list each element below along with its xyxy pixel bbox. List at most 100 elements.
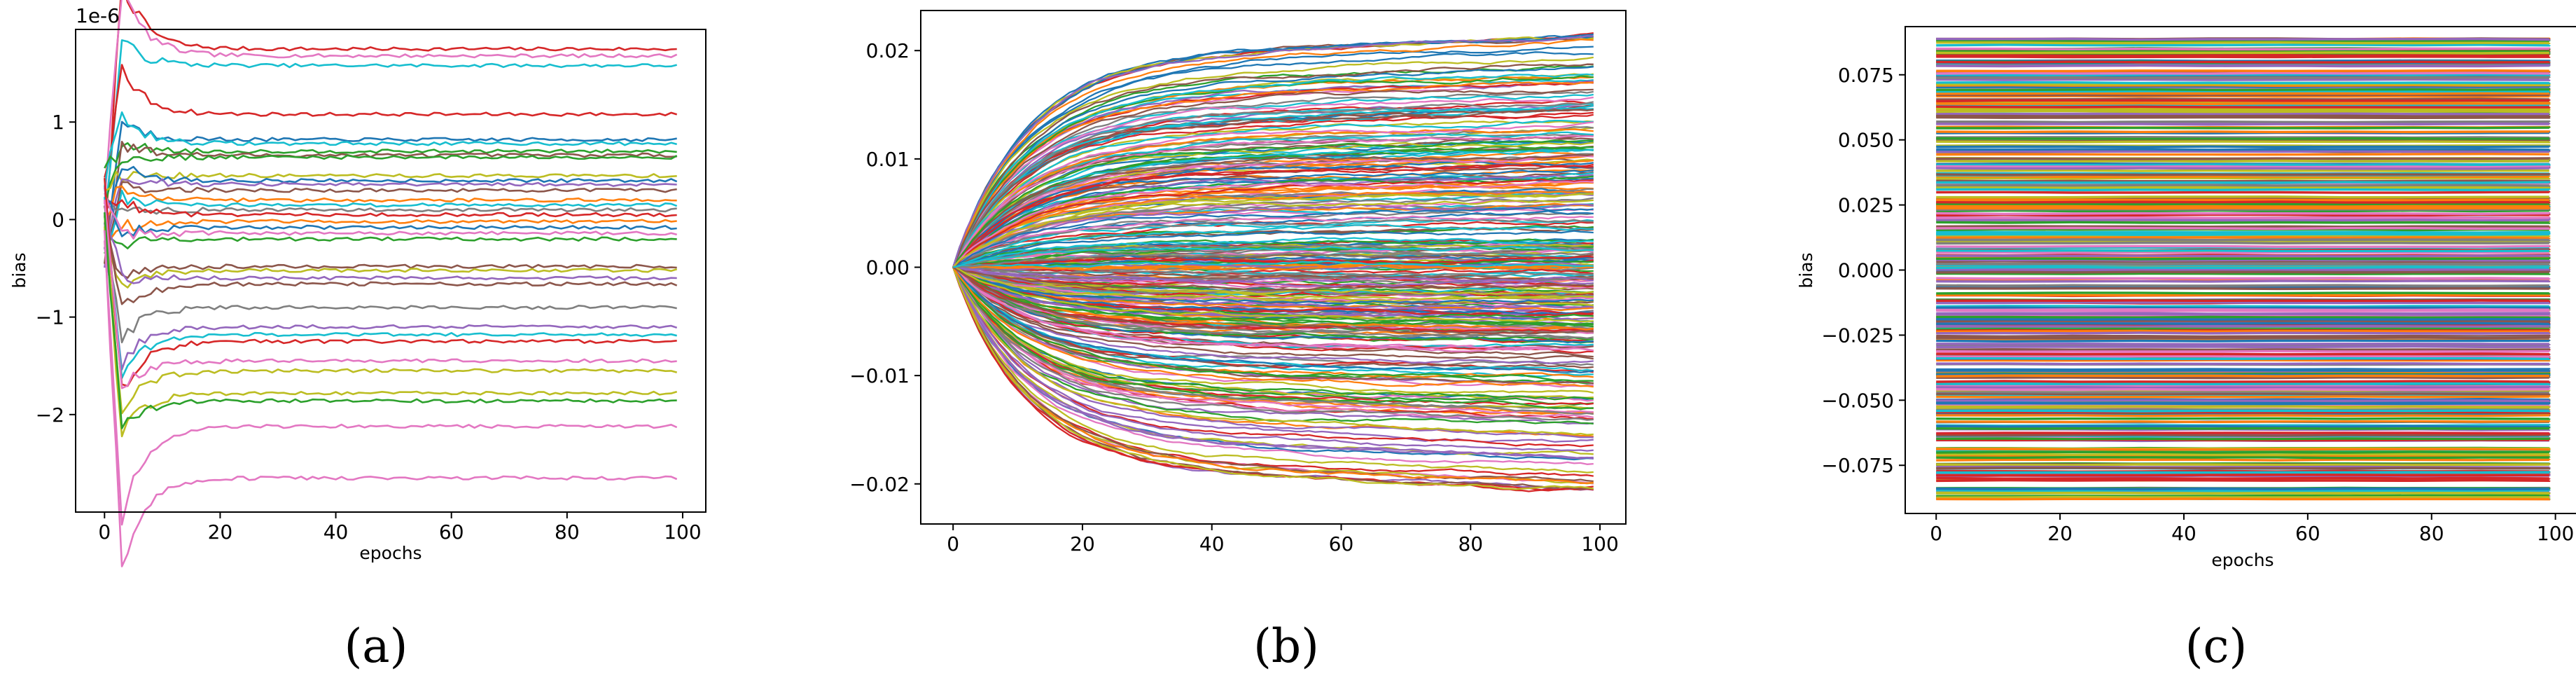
panel-c-series-line bbox=[1936, 47, 2551, 50]
panel-a-series-line bbox=[104, 186, 677, 284]
panel-a-series-line bbox=[104, 236, 677, 254]
panel-c-series-line bbox=[1936, 388, 2551, 392]
panel-c-series-line bbox=[1936, 343, 2551, 346]
panel-b-axes: 0 20 40 60 80 100 −0.02 −0.01 0.00 0.01 0.02 bbox=[849, 39, 1619, 556]
panel-c-series-line bbox=[1936, 191, 2551, 194]
panel-b-caption: (b) bbox=[1253, 619, 1319, 673]
panel-b-series-line bbox=[952, 51, 1594, 268]
panel-b-y-tick-label: −0.01 bbox=[849, 364, 910, 387]
panel-a-series-line bbox=[104, 0, 678, 205]
panel-c-series-line bbox=[1936, 148, 2551, 151]
panel-a-series-line bbox=[104, 189, 678, 250]
panel-c-series-line bbox=[1936, 64, 2551, 68]
panel-c-series-line bbox=[1936, 414, 2551, 418]
panel-a-x-tick-label: 100 bbox=[664, 520, 701, 544]
panel-c-series-line bbox=[1936, 257, 2551, 261]
panel-b-series-line bbox=[952, 215, 1594, 268]
panel-a-series-line bbox=[104, 165, 678, 224]
panel-c-series-line bbox=[1936, 359, 2551, 362]
panel-c-series-line bbox=[1936, 294, 2551, 297]
panel-c-series-line bbox=[1936, 489, 2551, 492]
panel-c-series-line bbox=[1936, 317, 2551, 322]
panel-b-series-line bbox=[952, 266, 1594, 326]
panel-b-series-line bbox=[952, 199, 1594, 268]
panel-b-series-line bbox=[952, 260, 1594, 268]
panel-a-x-axis-label: epochs bbox=[359, 543, 422, 563]
panel-c-series-line bbox=[1936, 409, 2551, 413]
panel-b-series-line bbox=[952, 171, 1594, 268]
panel-b-series-line bbox=[952, 169, 1594, 268]
panel-b-series-line bbox=[952, 238, 1594, 268]
panel-b-series-line bbox=[952, 266, 1594, 401]
panel-c-series-line bbox=[1936, 123, 2551, 126]
panel-b-series-line bbox=[952, 88, 1594, 268]
panel-c-y-tick-label: 0.075 bbox=[1838, 64, 1894, 87]
panel-c-series-line bbox=[1936, 202, 2551, 206]
panel-b-series-line bbox=[952, 223, 1594, 268]
panel-b-series-line bbox=[953, 251, 1594, 268]
panel-b-series-line bbox=[952, 151, 1594, 268]
panel-b-series-line bbox=[952, 39, 1594, 268]
panel-c-series-line bbox=[1936, 205, 2549, 208]
panel-b-series-line bbox=[952, 248, 1594, 268]
panel-b-series-line bbox=[952, 101, 1594, 268]
panel-b-series-line bbox=[953, 266, 1594, 284]
panel-b-series-line bbox=[952, 139, 1594, 268]
panel-b-series-line bbox=[952, 267, 1594, 436]
panel-b-series-line bbox=[952, 81, 1594, 268]
panel-b-series-line bbox=[952, 266, 1594, 335]
panel-c-series-line bbox=[1936, 83, 2551, 86]
panel-a-x-tick-label: 0 bbox=[98, 520, 111, 544]
panel-b-series-line bbox=[952, 56, 1594, 268]
panel-b-series-line bbox=[952, 266, 1594, 415]
panel-b-series-line bbox=[952, 245, 1594, 268]
panel-c-series-line bbox=[1936, 71, 2551, 75]
panel-c-series-line bbox=[1936, 487, 2549, 491]
panel-c-series-line bbox=[1936, 92, 2549, 95]
panel-b-series-line bbox=[953, 266, 1594, 275]
panel-c-series-line bbox=[1936, 395, 2551, 399]
panel-c-series-line bbox=[1936, 150, 2551, 153]
panel-a-series-line bbox=[104, 185, 677, 223]
panel-a-series-line bbox=[104, 205, 678, 305]
panel-a-y-axis-label: bias bbox=[9, 252, 29, 288]
panel-a-series-line bbox=[104, 193, 678, 240]
panel-c-series-line bbox=[1936, 386, 2551, 389]
panel-b-series-line bbox=[952, 197, 1594, 268]
panel-b-series-line bbox=[952, 207, 1594, 268]
panel-a-series-line bbox=[104, 230, 678, 567]
panel-c-series-line bbox=[1936, 126, 2551, 130]
panel-b-series-line bbox=[952, 266, 1594, 334]
panel-b-series-line bbox=[952, 267, 1594, 474]
panel-b-series-line bbox=[952, 267, 1594, 485]
panel-c-series-line bbox=[1936, 417, 2551, 420]
panel-b-series-line bbox=[952, 266, 1594, 421]
panel-a-series-line bbox=[104, 120, 677, 249]
panel-b-series-line bbox=[952, 266, 1594, 316]
panel-b-series-line bbox=[952, 266, 1594, 340]
panel-c-series-line bbox=[1936, 494, 2549, 497]
panel-c-series-line bbox=[1936, 491, 2551, 495]
panel-c-series-line bbox=[1936, 434, 2551, 437]
panel-b-series-line bbox=[953, 263, 1594, 271]
panel-c-series-line bbox=[1936, 368, 2551, 372]
panel-b-series-line bbox=[952, 179, 1594, 268]
panel-c-series-line bbox=[1936, 453, 2551, 456]
panel-c-series-line bbox=[1936, 184, 2551, 187]
panel-b-series-line bbox=[952, 93, 1594, 268]
panel-a-x-tick-label: 40 bbox=[323, 520, 349, 544]
panel-c-series-line bbox=[1936, 329, 2551, 333]
panel-b-series-line bbox=[952, 180, 1594, 268]
panel-a-series-line bbox=[104, 181, 677, 264]
panel-c-series-line bbox=[1936, 109, 2551, 113]
panel-c-series-line bbox=[1936, 221, 2551, 224]
panel-a-series-line bbox=[104, 247, 678, 371]
panel-a-y-tick-label: 0 bbox=[52, 208, 64, 231]
panel-a-series-line bbox=[104, 171, 677, 193]
panel-b-series-line bbox=[952, 191, 1594, 268]
panel-c-series-line bbox=[1936, 54, 2549, 57]
panel-b-series-line bbox=[952, 128, 1594, 268]
panel-b-series-line bbox=[953, 266, 1594, 277]
panel-b-y-tick-label: 0.00 bbox=[866, 256, 910, 280]
panel-c-series-group bbox=[1936, 37, 2551, 501]
